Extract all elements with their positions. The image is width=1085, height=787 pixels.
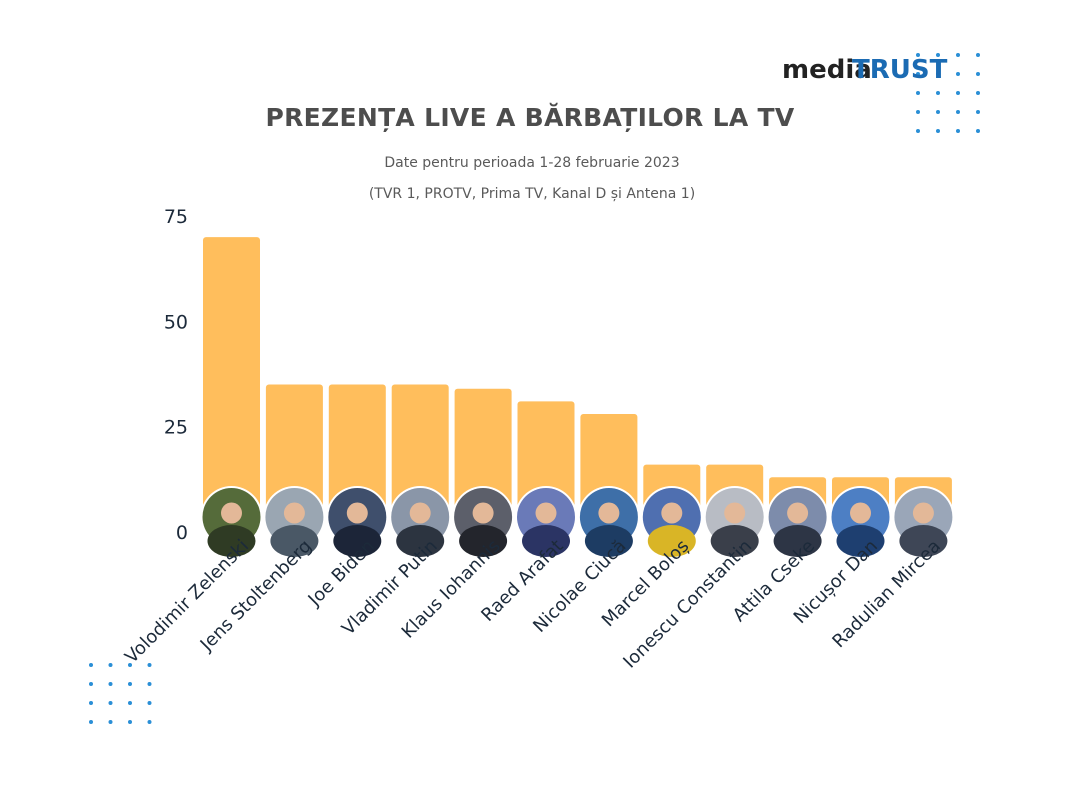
avatar bbox=[892, 486, 955, 557]
y-axis-ticks: 0 25 50 75 bbox=[164, 206, 188, 544]
avatar-shoulders bbox=[207, 525, 256, 557]
decorative-dot bbox=[976, 129, 980, 133]
bar bbox=[517, 401, 575, 512]
decorative-dot bbox=[976, 110, 980, 114]
avatar-shoulders bbox=[333, 525, 382, 557]
avatar-face bbox=[409, 502, 431, 524]
decorative-dot bbox=[89, 701, 93, 705]
x-tick-label: Volodimir Zelenski bbox=[121, 536, 253, 668]
avatar-shoulders bbox=[836, 525, 885, 557]
decorative-dot bbox=[916, 110, 920, 114]
decorative-dot bbox=[128, 663, 132, 667]
avatar-face bbox=[724, 502, 746, 524]
decorative-dot bbox=[936, 129, 940, 133]
avatar-shoulders bbox=[522, 525, 570, 557]
decorative-dot bbox=[128, 720, 132, 724]
decorative-dot bbox=[916, 91, 920, 95]
y-tick-label: 50 bbox=[164, 311, 188, 333]
decorative-dot bbox=[976, 53, 980, 57]
decorative-dot bbox=[956, 53, 960, 57]
avatar bbox=[515, 486, 577, 557]
chart-subtitle-channels: (TVR 1, PROTV, Prima TV, Kanal D și Ante… bbox=[369, 186, 695, 202]
avatar bbox=[389, 486, 452, 557]
decorative-dot bbox=[916, 53, 920, 57]
decorative-dots-bottom-left bbox=[89, 663, 152, 724]
decorative-dot bbox=[936, 72, 940, 76]
bar bbox=[391, 384, 449, 512]
y-tick-label: 0 bbox=[176, 522, 188, 544]
bar bbox=[265, 384, 323, 512]
decorative-dot bbox=[108, 682, 113, 686]
bar bbox=[454, 388, 512, 512]
decorative-dot bbox=[936, 91, 940, 95]
avatar-shoulders bbox=[647, 525, 696, 557]
decorative-dot bbox=[147, 663, 152, 667]
decorative-dot bbox=[147, 701, 152, 705]
avatar-face bbox=[850, 502, 871, 524]
avatar bbox=[577, 486, 640, 557]
avatar-face bbox=[472, 502, 494, 524]
chart-title: PREZENȚA LIVE A BĂRBAȚILOR LA TV bbox=[266, 102, 795, 132]
decorative-dot bbox=[108, 720, 113, 724]
avatar-shoulders bbox=[584, 525, 633, 557]
avatar-face bbox=[598, 502, 620, 524]
mediatrust-logo: media TRUST bbox=[782, 55, 948, 85]
avatar-shoulders bbox=[270, 525, 319, 557]
avatar-face bbox=[283, 502, 305, 524]
decorative-dot bbox=[128, 701, 132, 705]
decorative-dot bbox=[89, 682, 93, 686]
avatar bbox=[263, 486, 326, 557]
y-tick-label: 75 bbox=[164, 206, 188, 228]
avatar-shoulders bbox=[459, 525, 508, 557]
bar bbox=[203, 237, 260, 513]
decorative-dot bbox=[936, 110, 940, 114]
decorative-dot bbox=[108, 701, 113, 705]
avatar-shoulders bbox=[899, 525, 948, 557]
avatar bbox=[200, 486, 263, 557]
avatars bbox=[200, 486, 955, 557]
avatar-face bbox=[912, 502, 934, 524]
decorative-dots-top-right bbox=[916, 53, 980, 133]
y-tick-label: 25 bbox=[164, 417, 188, 439]
decorative-dot bbox=[128, 682, 132, 686]
avatar bbox=[326, 486, 389, 557]
x-tick-label: Jens Stoltenberg bbox=[196, 536, 316, 656]
decorative-dot bbox=[916, 72, 920, 76]
decorative-dot bbox=[956, 129, 960, 133]
decorative-dot bbox=[108, 663, 113, 667]
decorative-dot bbox=[89, 720, 93, 724]
decorative-dot bbox=[976, 91, 980, 95]
avatar bbox=[766, 486, 829, 557]
avatar-shoulders bbox=[396, 525, 445, 557]
decorative-dot bbox=[956, 110, 960, 114]
avatar bbox=[829, 486, 892, 557]
bar bbox=[328, 384, 386, 512]
logo-trust-text: TRUST bbox=[852, 55, 948, 85]
avatar bbox=[452, 486, 515, 557]
decorative-dot bbox=[956, 91, 960, 95]
decorative-dot bbox=[147, 720, 152, 724]
avatar-face bbox=[346, 502, 368, 524]
avatar-face bbox=[661, 502, 683, 524]
avatar-face bbox=[787, 502, 809, 524]
decorative-dot bbox=[147, 682, 152, 686]
logo-media-text: media bbox=[782, 55, 872, 85]
avatar-face bbox=[535, 502, 557, 524]
avatar-shoulders bbox=[710, 525, 759, 557]
avatar bbox=[640, 486, 703, 557]
bar bbox=[580, 414, 638, 512]
decorative-dot bbox=[916, 129, 920, 133]
decorative-dot bbox=[976, 72, 980, 76]
avatar-face bbox=[221, 502, 242, 524]
avatar bbox=[703, 486, 766, 557]
avatar-shoulders bbox=[773, 525, 822, 557]
decorative-dot bbox=[936, 53, 940, 57]
bars bbox=[203, 237, 952, 513]
decorative-dot bbox=[89, 663, 93, 667]
decorative-dot bbox=[956, 72, 960, 76]
chart-subtitle: Date pentru perioada 1-28 februarie 2023 bbox=[384, 155, 679, 171]
